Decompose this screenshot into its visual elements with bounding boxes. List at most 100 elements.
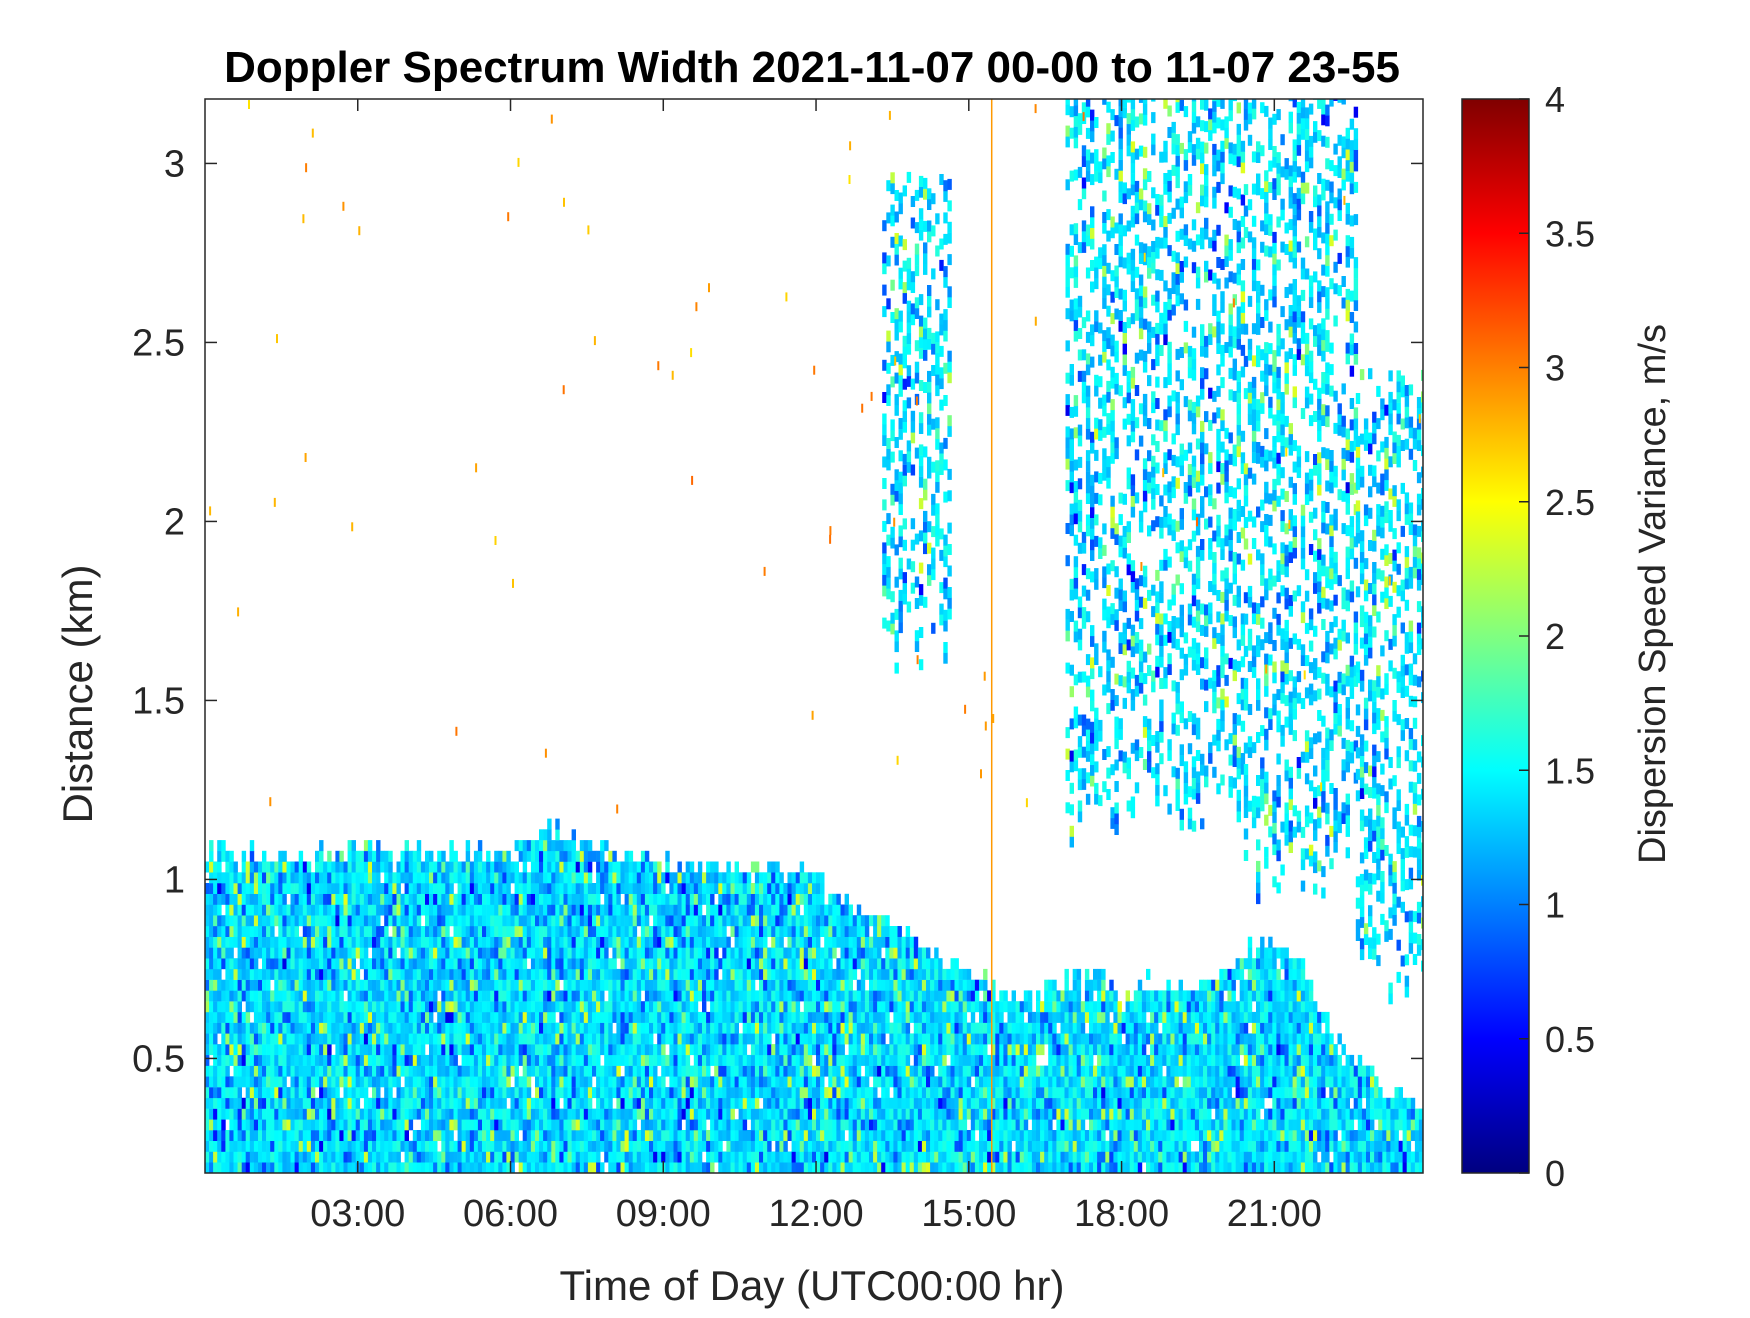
heatmap-cell — [840, 1065, 845, 1077]
heatmap-cell — [298, 1130, 304, 1141]
heatmap-cell — [469, 926, 475, 937]
heatmap-cell — [901, 1054, 906, 1066]
heatmap-cell — [237, 1001, 242, 1013]
heatmap-cell — [547, 1108, 552, 1120]
heatmap-cell — [555, 1151, 560, 1163]
heatmap-cell — [681, 1130, 686, 1141]
heatmap-cell — [408, 1162, 414, 1173]
heatmap-cell — [221, 893, 226, 905]
heatmap-cell — [282, 1097, 287, 1109]
heatmap-cell — [253, 1108, 259, 1120]
heatmap-cell — [657, 1108, 662, 1120]
heatmap-cell — [771, 936, 776, 948]
heatmap-cell — [693, 1087, 699, 1099]
heatmap-cell — [921, 990, 927, 1002]
heatmap-cell — [799, 1097, 805, 1109]
heatmap-cell — [869, 1151, 874, 1163]
heatmap-cell — [469, 1119, 475, 1131]
heatmap-cell — [889, 926, 894, 937]
heatmap-cell — [571, 883, 576, 894]
heatmap-cell — [893, 979, 898, 991]
heatmap-cell — [530, 1130, 536, 1141]
heatmap-cell — [241, 915, 247, 927]
heatmap-cell — [604, 1065, 609, 1077]
heatmap-cell — [306, 1087, 312, 1099]
heatmap-cell — [869, 979, 874, 991]
heatmap-cell — [237, 904, 242, 916]
heatmap-cell — [742, 1151, 748, 1163]
heatmap-cell — [685, 1076, 691, 1088]
heatmap-cell — [873, 958, 878, 970]
heatmap-cell — [559, 1022, 564, 1034]
heatmap-cell — [425, 979, 430, 991]
heatmap-cell — [563, 893, 568, 905]
heatmap-cell — [612, 1119, 617, 1131]
heatmap-cell — [917, 1076, 923, 1088]
heatmap-cell — [245, 1011, 251, 1023]
heatmap-cell — [209, 850, 214, 862]
heatmap-cell — [693, 1130, 699, 1141]
heatmap-cell — [245, 1044, 251, 1056]
heatmap-cell — [392, 1119, 397, 1131]
heatmap-cell — [433, 926, 438, 937]
heatmap-cell — [816, 1054, 821, 1066]
heatmap-cell — [514, 861, 519, 873]
heatmap-cell — [229, 1033, 234, 1045]
heatmap-cell — [425, 915, 430, 927]
heatmap-cell — [767, 1065, 772, 1077]
heatmap-cell — [437, 883, 442, 894]
heatmap-cell — [799, 1087, 805, 1099]
heatmap-cell — [616, 1033, 621, 1045]
heatmap-cell — [763, 990, 768, 1002]
heatmap-cell — [632, 1022, 638, 1034]
heatmap-cell — [795, 1033, 801, 1045]
heatmap-cell — [710, 1011, 715, 1023]
heatmap-cell — [310, 926, 316, 937]
heatmap-cell — [767, 1119, 772, 1131]
heatmap-cell — [437, 1119, 442, 1131]
heatmap-cell — [266, 1119, 271, 1131]
heatmap-cell — [632, 1097, 638, 1109]
heatmap-cell — [791, 1054, 796, 1066]
heatmap-cell — [465, 1044, 471, 1056]
heatmap-cell — [640, 936, 646, 948]
heatmap-cell — [294, 990, 299, 1002]
heatmap-cell — [221, 1087, 226, 1099]
heatmap-cell — [832, 904, 837, 916]
heatmap-cell — [457, 947, 462, 959]
heatmap-cell — [742, 1065, 748, 1077]
heatmap-cell — [335, 1076, 340, 1088]
heatmap-cell — [746, 1076, 752, 1088]
heatmap-cell — [286, 1011, 291, 1023]
heatmap-cell — [807, 1044, 813, 1056]
heatmap-cell — [807, 958, 813, 970]
heatmap-cell — [673, 958, 678, 970]
heatmap-cell — [746, 926, 752, 937]
heatmap-cell — [864, 947, 870, 959]
heatmap-cell — [225, 1151, 230, 1163]
heatmap-cell — [759, 904, 764, 916]
heatmap-cell — [799, 1022, 805, 1034]
heatmap-cell — [535, 968, 540, 980]
heatmap-cell — [237, 947, 242, 959]
heatmap-cell — [620, 979, 625, 991]
heatmap-cell — [767, 1162, 772, 1173]
heatmap-cell — [461, 1001, 466, 1013]
heatmap-cell — [665, 1065, 670, 1077]
heatmap-cell — [840, 968, 845, 980]
heatmap-cell — [502, 936, 507, 948]
heatmap-cell — [783, 1151, 788, 1163]
heatmap-cell — [873, 1033, 878, 1045]
heatmap-cell — [657, 936, 662, 948]
heatmap-cell — [681, 1065, 686, 1077]
heatmap-cell — [653, 1044, 658, 1056]
heatmap-cell — [335, 979, 340, 991]
heatmap-cell — [376, 1130, 381, 1141]
heatmap-cell — [433, 904, 438, 916]
heatmap-cell — [640, 1022, 646, 1034]
heatmap-cell — [600, 1097, 605, 1109]
heatmap-cell — [213, 1011, 218, 1023]
heatmap-cell — [425, 1054, 430, 1066]
heatmap-cell — [416, 904, 422, 916]
heatmap-cell — [783, 904, 788, 916]
